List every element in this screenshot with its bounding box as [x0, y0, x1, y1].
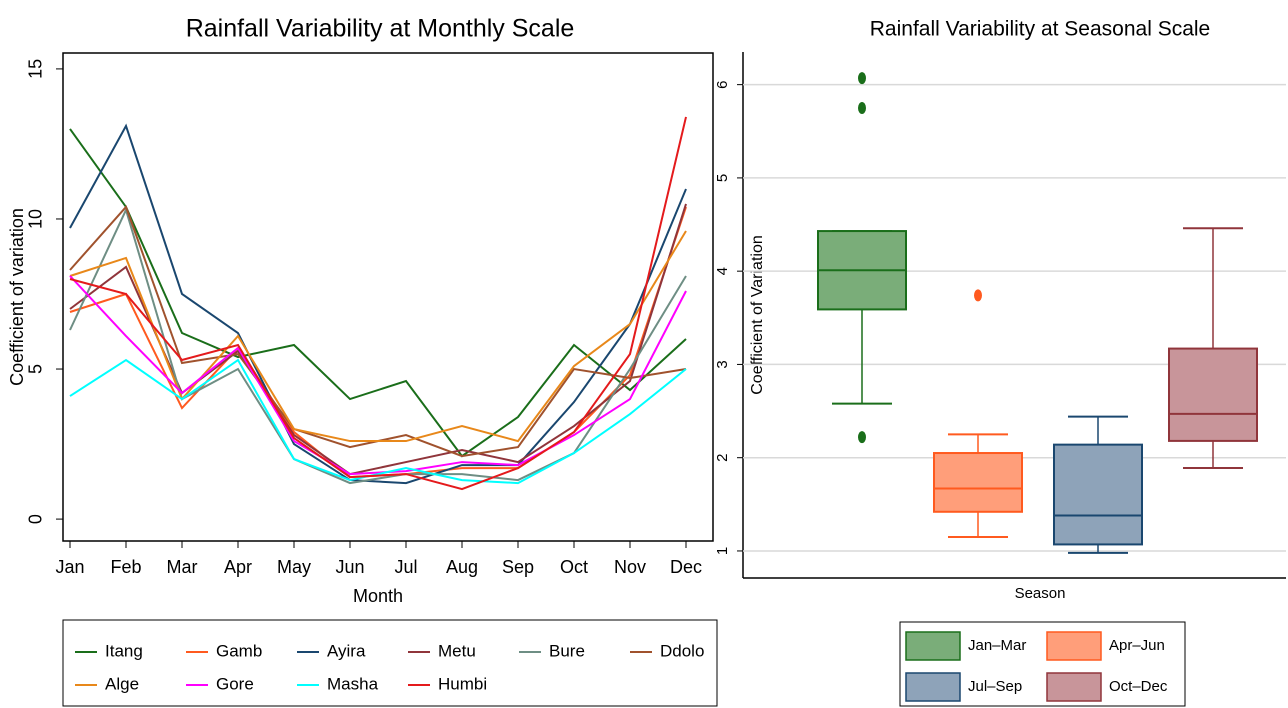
y-tick-label: 4 — [714, 267, 731, 275]
legend-swatch — [905, 672, 961, 702]
y-tick-label: 5 — [26, 364, 46, 374]
legend-label: Gore — [216, 674, 254, 693]
series-line — [69, 358, 687, 485]
legend-swatch — [905, 631, 961, 661]
x-tick-label: Sep — [502, 557, 534, 577]
y-tick-label: 5 — [714, 174, 731, 182]
legend-label: Metu — [438, 641, 476, 660]
legend-label: Ayira — [327, 641, 366, 660]
legend-label: Bure — [549, 641, 585, 660]
x-tick-label: Jan — [55, 557, 84, 577]
x-axis-label: Season — [1015, 585, 1066, 602]
legend-label: Apr–Jun — [1109, 637, 1165, 654]
series-line — [69, 207, 687, 485]
chart-title: Rainfall Variability at Monthly Scale — [186, 15, 575, 43]
legend-label: Jan–Mar — [968, 637, 1026, 654]
x-tick-label: Dec — [670, 557, 702, 577]
outlier — [858, 72, 866, 85]
y-axis-label: Coefficient of Variation — [749, 235, 766, 395]
plot-frame — [62, 52, 714, 542]
legend-label: Humbi — [438, 674, 487, 693]
legend-label: Gamb — [216, 641, 262, 660]
legend-label: Ddolo — [660, 641, 704, 660]
y-tick-label: 1 — [714, 547, 731, 555]
y-tick-label: 10 — [26, 209, 46, 229]
legend-label: Itang — [105, 641, 143, 660]
legend-label: Jul–Sep — [968, 678, 1022, 695]
x-tick-label: Mar — [167, 557, 198, 577]
box — [933, 452, 1023, 513]
legend-box — [899, 621, 1186, 707]
x-tick-label: Aug — [446, 557, 478, 577]
x-axis-label: Month — [353, 586, 403, 606]
series-line — [69, 275, 687, 476]
series-line — [69, 230, 687, 443]
outlier — [858, 431, 866, 444]
series-line — [69, 128, 687, 458]
x-tick-label: May — [277, 557, 311, 577]
series-line — [69, 116, 687, 491]
box — [1053, 443, 1143, 546]
y-tick-label: 0 — [26, 514, 46, 524]
x-tick-label: Jul — [394, 557, 417, 577]
legend-label: Alge — [105, 674, 139, 693]
legend-swatch — [1046, 672, 1102, 702]
y-tick-label: 2 — [714, 454, 731, 462]
legend-box — [62, 619, 718, 707]
y-tick-label: 15 — [26, 59, 46, 79]
outlier — [974, 289, 982, 302]
box — [1168, 347, 1258, 442]
x-tick-label: Jun — [335, 557, 364, 577]
x-tick-label: Feb — [110, 557, 141, 577]
legend-swatch — [1046, 631, 1102, 661]
y-axis-label: Coefficient of variation — [7, 208, 27, 386]
y-tick-label: 3 — [714, 360, 731, 368]
x-tick-label: Oct — [560, 557, 588, 577]
outlier — [858, 101, 866, 114]
legend-label: Oct–Dec — [1109, 678, 1168, 695]
series-line — [69, 123, 687, 485]
x-tick-label: Apr — [224, 557, 252, 577]
series-line — [69, 206, 687, 479]
legend-label: Masha — [327, 674, 379, 693]
x-tick-label: Nov — [614, 557, 646, 577]
y-tick-label: 6 — [714, 80, 731, 88]
chart-title: Rainfall Variability at Seasonal Scale — [870, 18, 1210, 41]
series-line — [69, 203, 687, 476]
